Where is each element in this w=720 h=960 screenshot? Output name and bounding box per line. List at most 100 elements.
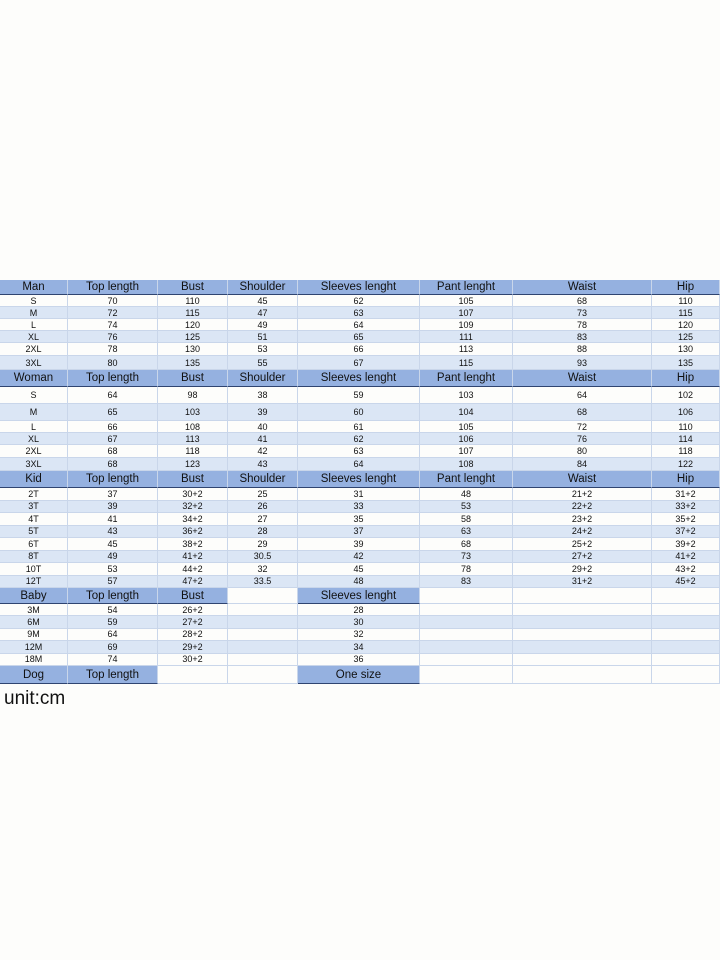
table-cell: 43+2 (652, 563, 720, 576)
table-cell: 107 (420, 307, 513, 319)
table-cell: 83 (513, 331, 652, 343)
table-cell (652, 616, 720, 629)
table-cell: 33.5 (228, 575, 298, 588)
table-cell: 33 (298, 500, 420, 513)
header-cell: Sleeves lenght (298, 471, 420, 488)
table-cell: 29 (228, 538, 298, 551)
table-cell: 8T (0, 550, 68, 563)
table-cell: 39 (298, 538, 420, 551)
table-cell: 26+2 (158, 604, 228, 617)
header-cell: Shoulder (228, 280, 298, 295)
table-cell: 33+2 (652, 500, 720, 513)
header-cell: Pant lenght (420, 370, 513, 387)
table-cell: 31 (298, 488, 420, 501)
table-cell (652, 653, 720, 666)
table-cell: 63 (298, 307, 420, 319)
table-cell: 41+2 (158, 550, 228, 563)
table-cell: 93 (513, 356, 652, 370)
table-cell: M (0, 307, 68, 319)
table-cell: 103 (420, 387, 513, 404)
table-cell: 68 (420, 538, 513, 551)
table-cell: L (0, 421, 68, 433)
table-cell: 27 (228, 513, 298, 526)
header-cell: Hip (652, 370, 720, 387)
table-cell: 113 (420, 343, 513, 356)
table-cell: 55 (228, 356, 298, 370)
table-cell (652, 628, 720, 642)
table-cell: 21+2 (513, 488, 652, 501)
table-cell: 23+2 (513, 513, 652, 526)
table-cell: 57 (68, 575, 158, 588)
table-cell: 108 (420, 458, 513, 471)
table-cell: 63 (420, 525, 513, 538)
table-cell: XL (0, 433, 68, 445)
table-cell: 2T (0, 488, 68, 501)
table-cell: 22+2 (513, 500, 652, 513)
table-cell: 37 (68, 488, 158, 501)
table-cell (228, 604, 298, 617)
table-cell: XL (0, 331, 68, 343)
table-cell: 3M (0, 604, 68, 617)
table-cell: 30+2 (158, 488, 228, 501)
header-cell: Bust (158, 370, 228, 387)
table-cell: 51 (228, 331, 298, 343)
table-cell: 30+2 (158, 653, 228, 666)
table-cell (420, 628, 513, 642)
table-cell: 38 (228, 387, 298, 404)
table-cell: 45+2 (652, 575, 720, 588)
table-cell: 10T (0, 563, 68, 576)
table-cell: 12M (0, 641, 68, 654)
table-cell: 36 (298, 653, 420, 666)
table-cell: 31+2 (652, 488, 720, 501)
table-cell: 59 (68, 616, 158, 629)
table-cell: 24+2 (513, 525, 652, 538)
table-cell: 70 (68, 295, 158, 307)
table-cell: 68 (513, 404, 652, 421)
table-cell: 125 (652, 331, 720, 343)
table-cell: 76 (68, 331, 158, 343)
table-cell: 73 (513, 307, 652, 319)
table-cell: 26 (228, 500, 298, 513)
table-cell: 64 (68, 387, 158, 404)
table-cell: 34+2 (158, 513, 228, 526)
table-cell: 80 (68, 356, 158, 370)
table-cell: 83 (420, 575, 513, 588)
table-cell: 122 (652, 458, 720, 471)
table-cell: 4T (0, 513, 68, 526)
table-cell: 120 (158, 319, 228, 331)
table-cell: 3XL (0, 356, 68, 370)
table-cell (228, 653, 298, 666)
table-cell: 64 (68, 628, 158, 642)
header-cell (228, 666, 298, 684)
table-cell: 98 (158, 387, 228, 404)
unit-note: unit:cm (4, 688, 66, 709)
table-cell: 43 (228, 458, 298, 471)
table-cell: 53 (420, 500, 513, 513)
table-cell: 64 (298, 319, 420, 331)
table-cell (228, 616, 298, 629)
table-cell: 37+2 (652, 525, 720, 538)
table-cell: 32+2 (158, 500, 228, 513)
table-cell: 43 (68, 525, 158, 538)
table-cell: 25+2 (513, 538, 652, 551)
table-cell: 115 (158, 307, 228, 319)
table-cell: 78 (420, 563, 513, 576)
table-cell: 78 (68, 343, 158, 356)
table-cell: 32 (228, 563, 298, 576)
table-cell: 58 (420, 513, 513, 526)
table-cell: 27+2 (513, 550, 652, 563)
table-cell: 110 (652, 295, 720, 307)
table-cell: 27+2 (158, 616, 228, 629)
table-cell: 36+2 (158, 525, 228, 538)
table-cell: 48 (420, 488, 513, 501)
table-cell (420, 616, 513, 629)
header-cell: Hip (652, 471, 720, 488)
table-cell: 35 (298, 513, 420, 526)
header-cell: Hip (652, 280, 720, 295)
table-cell: 39 (68, 500, 158, 513)
table-cell: 68 (513, 295, 652, 307)
table-cell: 30.5 (228, 550, 298, 563)
table-cell: 64 (298, 458, 420, 471)
table-cell: 65 (298, 331, 420, 343)
header-cell (652, 588, 720, 604)
